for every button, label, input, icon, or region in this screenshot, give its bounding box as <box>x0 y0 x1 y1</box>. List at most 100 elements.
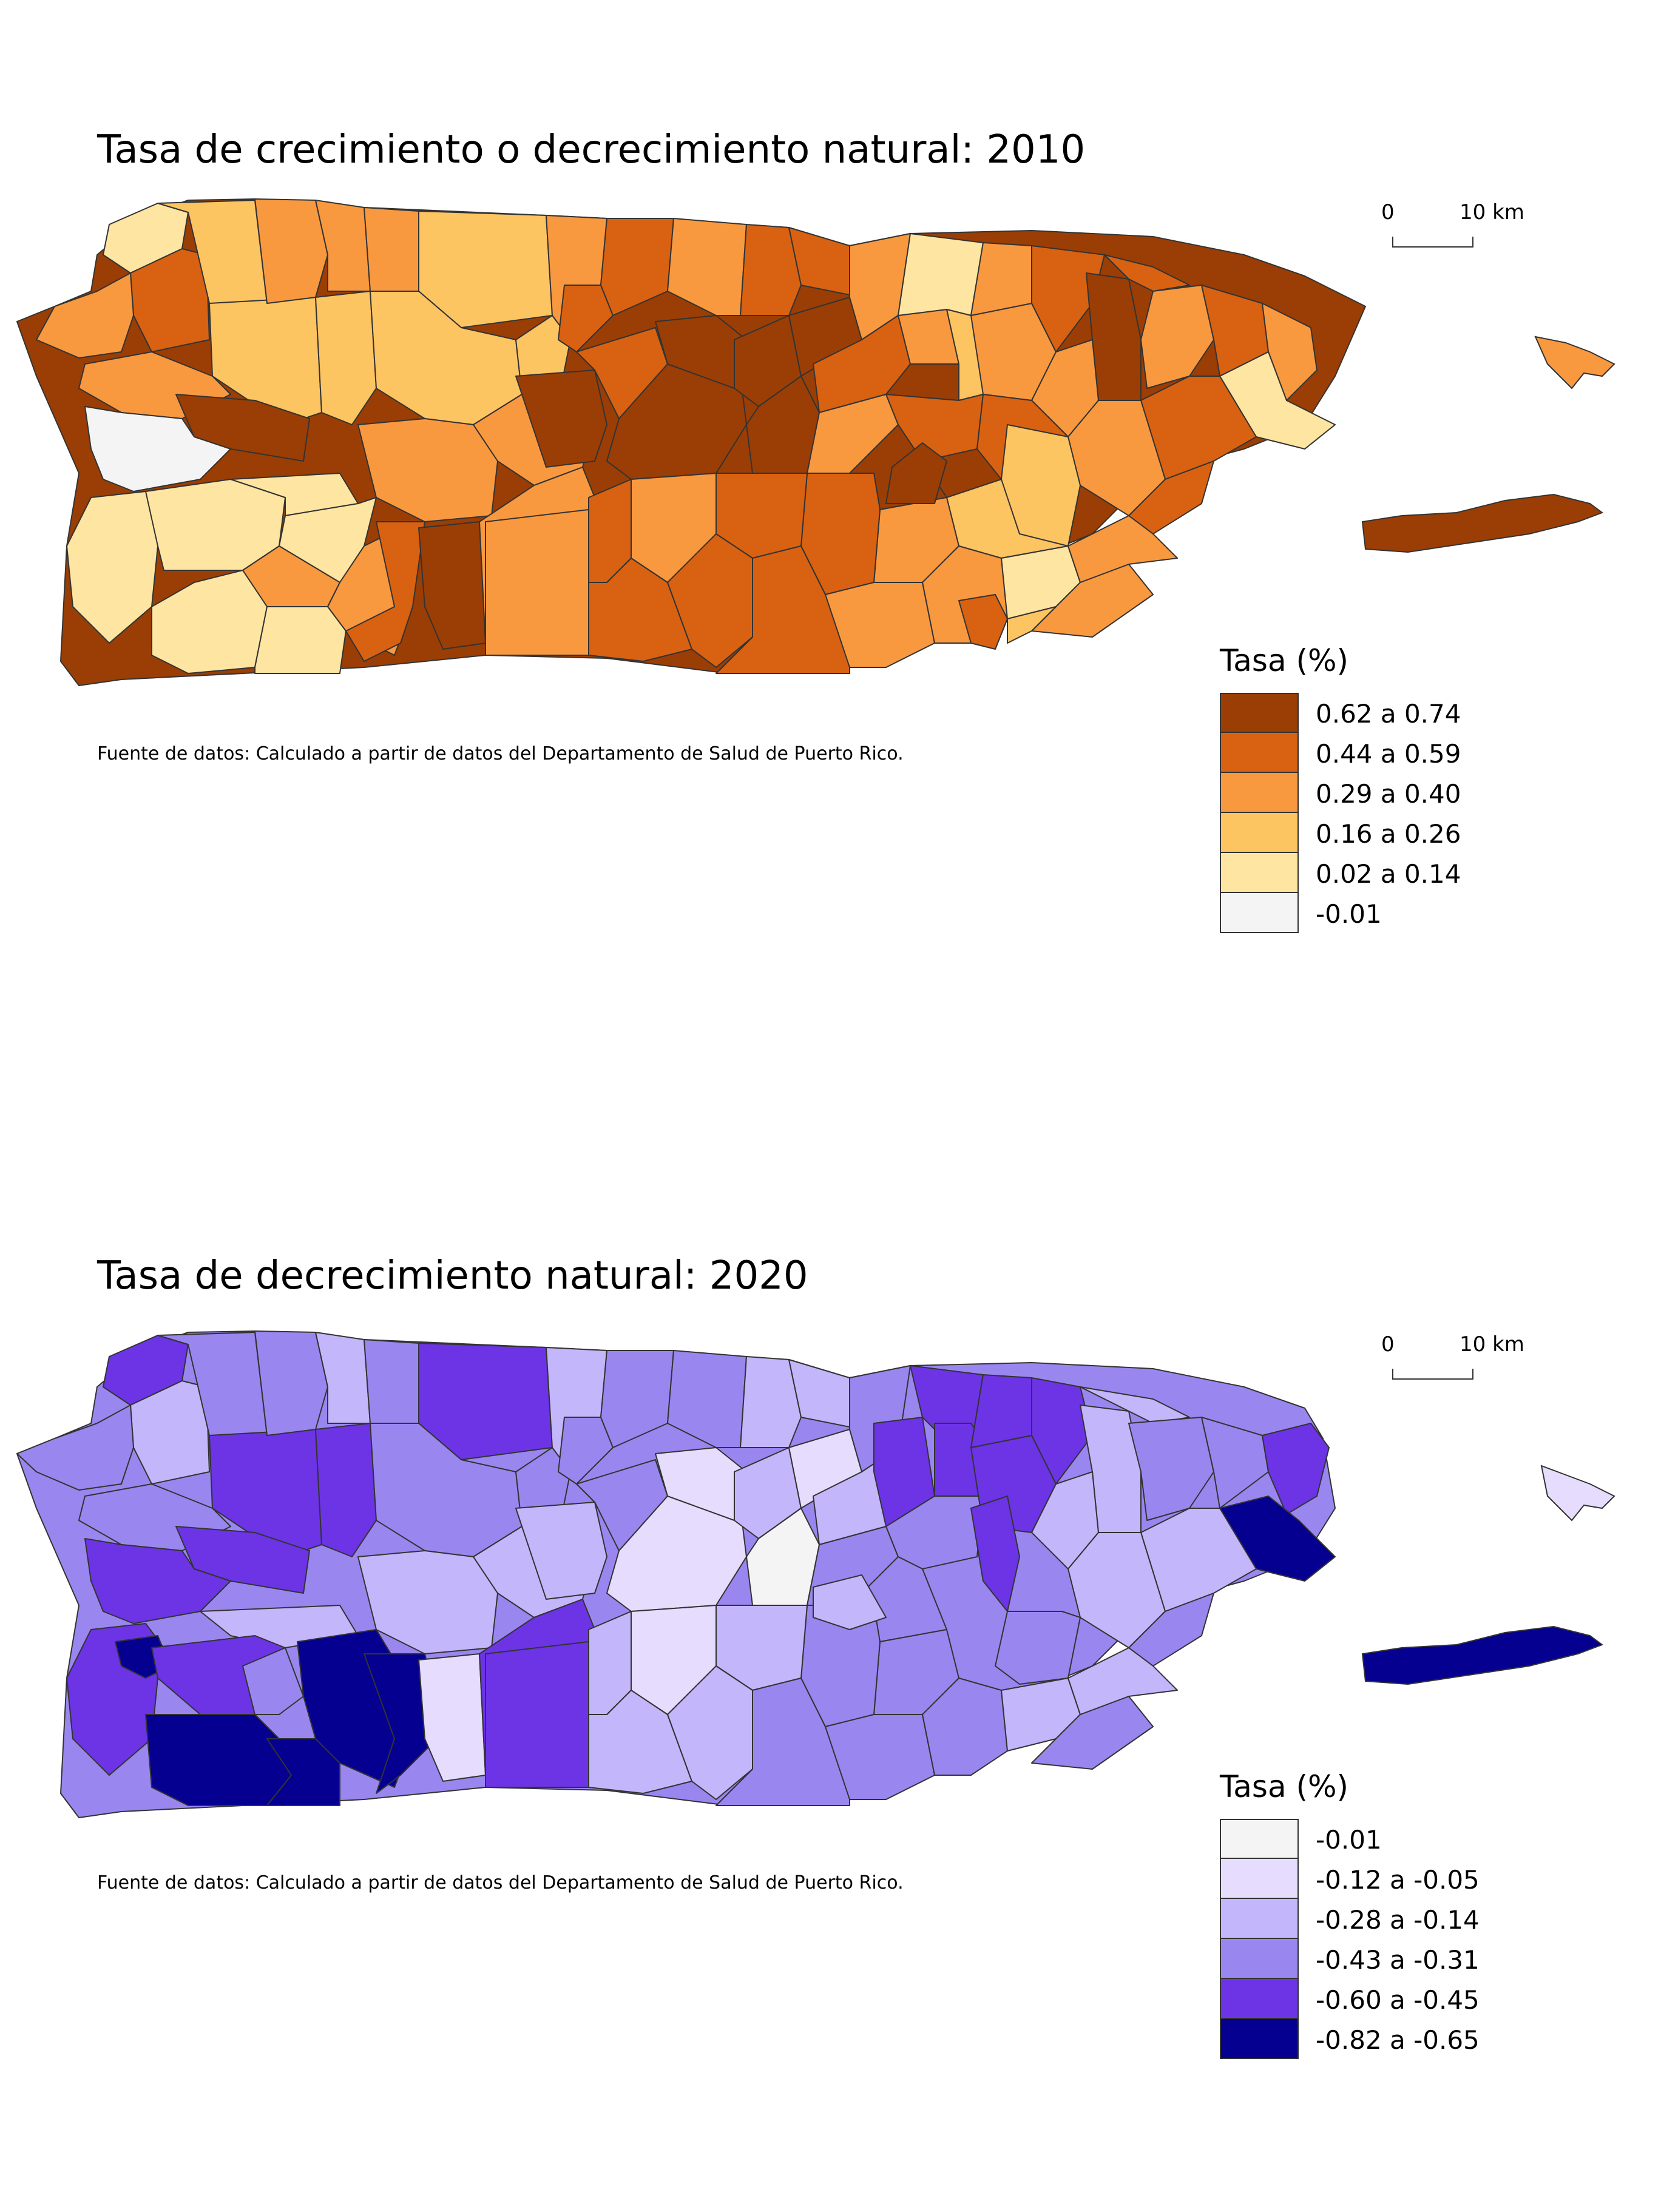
municipality-cd <box>885 442 947 504</box>
municipality-ae <box>558 285 614 352</box>
municipality-ac <box>515 369 607 468</box>
legend-label: 0.29 a 0.40 <box>1316 779 1461 809</box>
legend-title: Tasa (%) <box>1220 643 1349 678</box>
municipality-by <box>958 594 1008 650</box>
legend-item: -0.12 a -0.05 <box>1220 1859 1480 1899</box>
municipality-m <box>315 200 371 292</box>
municipality-az <box>1031 245 1105 352</box>
municipality-cb <box>1067 515 1178 583</box>
legend-swatch <box>1220 693 1299 733</box>
legend-item: 0.29 a 0.40 <box>1220 773 1461 813</box>
map-title: Tasa de crecimiento o decrecimiento natu… <box>97 127 1086 172</box>
municipality-bi <box>970 1495 1020 1612</box>
legend-swatch <box>1220 893 1299 933</box>
legend-label: -0.01 <box>1316 1825 1382 1855</box>
municipalities-2020 <box>16 1330 1336 1806</box>
municipality-cd <box>813 1574 887 1630</box>
legend: Tasa (%) 0.62 a 0.74 0.44 a 0.59 0.29 a … <box>1220 643 1461 933</box>
legend-label: -0.60 a -0.45 <box>1316 1985 1480 2015</box>
legend-item: -0.01 <box>1220 1819 1382 1859</box>
municipality-al <box>600 218 674 316</box>
municipality-al <box>600 1350 674 1448</box>
legend-swatch <box>1220 1899 1299 1939</box>
legend-item: 0.44 a 0.59 <box>1220 733 1461 773</box>
legend-item: -0.82 a -0.65 <box>1220 2019 1480 2059</box>
municipality-l <box>254 1330 328 1436</box>
legend-label: 0.62 a 0.74 <box>1316 699 1461 729</box>
scale-zero-label: 0 <box>1381 1332 1395 1357</box>
legend-swatch <box>1220 1979 1299 2019</box>
legend-swatch <box>1220 1819 1299 1859</box>
municipality-r <box>357 1550 498 1654</box>
legend-label: -0.43 a -0.31 <box>1316 1945 1480 1975</box>
legend-item: -0.60 a -0.45 <box>1220 1979 1480 2019</box>
map-panel-2010: Tasa de crecimiento o decrecimiento natu… <box>0 0 1661 1080</box>
island-culebra <box>1534 336 1615 389</box>
island-culebra <box>1540 1465 1615 1522</box>
island-vieques <box>1361 493 1604 553</box>
municipality-bl <box>995 1611 1081 1685</box>
islands-2010 <box>1361 336 1615 553</box>
scale-line <box>1392 237 1473 248</box>
municipality-p <box>418 211 553 328</box>
municipality-br <box>485 509 589 656</box>
scale-line <box>1392 1369 1473 1380</box>
municipality-c <box>36 272 134 359</box>
data-source-note: Fuente de datos: Calculado a partir de d… <box>97 1872 904 1893</box>
legend-swatch <box>1220 1939 1299 1979</box>
municipality-am <box>667 218 747 316</box>
legend-label: 0.16 a 0.26 <box>1316 819 1461 849</box>
municipality-y <box>418 1653 486 1782</box>
legend-label: -0.82 a -0.65 <box>1316 2025 1480 2055</box>
municipality-at <box>898 233 984 316</box>
municipality-n <box>315 291 377 425</box>
municipality-am <box>667 1350 747 1448</box>
municipality-c <box>16 1404 134 1491</box>
scale-zero-label: 0 <box>1381 200 1395 224</box>
legend-item: 0.62 a 0.74 <box>1220 693 1461 733</box>
municipalities-2010 <box>36 198 1336 674</box>
municipality-ae <box>558 1417 614 1485</box>
municipality-t <box>242 1647 304 1715</box>
scale-distance-label: 10 km <box>1460 1332 1524 1357</box>
scale-distance-label: 10 km <box>1460 200 1524 224</box>
municipality-h <box>84 406 231 492</box>
legend: Tasa (%) -0.01 -0.12 a -0.05 -0.28 a -0.… <box>1220 1769 1480 2059</box>
municipality-bb <box>1104 254 1190 292</box>
legend-label: -0.12 a -0.05 <box>1316 1865 1480 1895</box>
legend-item: -0.43 a -0.31 <box>1220 1939 1480 1979</box>
municipality-be <box>1262 303 1318 401</box>
municipality-be <box>1262 1423 1330 1515</box>
municipality-h <box>84 1538 231 1624</box>
legend-item: 0.16 a 0.26 <box>1220 813 1461 853</box>
municipality-m <box>315 1332 371 1424</box>
municipality-cb <box>1067 1647 1178 1715</box>
legend-label: -0.28 a -0.14 <box>1316 1905 1480 1935</box>
municipality-o <box>364 1339 419 1424</box>
legend-label: 0.44 a 0.59 <box>1316 739 1461 769</box>
municipality-v <box>254 606 347 674</box>
municipality-an <box>740 224 802 316</box>
islands-2020 <box>1361 1465 1615 1685</box>
legend-label: 0.02 a 0.14 <box>1316 859 1461 889</box>
municipality-r <box>357 418 498 522</box>
legend-item: -0.01 <box>1220 893 1382 933</box>
municipality-br <box>485 1641 589 1788</box>
scale-bar: 0 10 km <box>1378 1332 1535 1387</box>
municipality-l <box>254 198 328 304</box>
municipality-p <box>418 1343 553 1460</box>
legend-swatch <box>1220 773 1299 813</box>
island-vieques <box>1361 1625 1604 1685</box>
legend-swatch <box>1220 813 1299 853</box>
map-panel-2020: Tasa de decrecimiento natural: 2020 <box>0 1132 1661 2212</box>
municipality-bd <box>1201 1417 1269 1509</box>
map-title: Tasa de decrecimiento natural: 2020 <box>97 1253 808 1298</box>
data-source-note: Fuente de datos: Calculado a partir de d… <box>97 743 904 764</box>
municipality-an <box>740 1356 802 1448</box>
legend-swatch <box>1220 2019 1299 2059</box>
municipality-n <box>315 1423 377 1557</box>
choropleth-map <box>16 1330 1615 1818</box>
legend-swatch <box>1220 1859 1299 1899</box>
municipality-cc <box>1007 606 1057 644</box>
municipality-ac <box>515 1502 607 1600</box>
